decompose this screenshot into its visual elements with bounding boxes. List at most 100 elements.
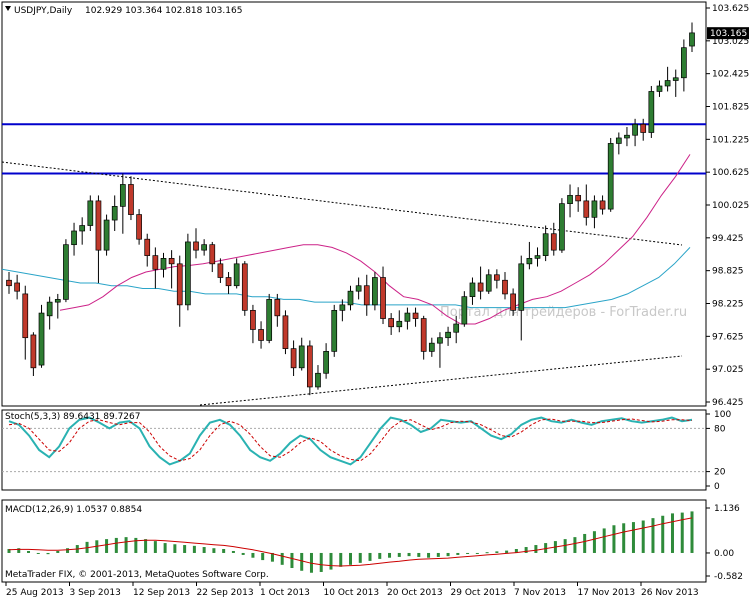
candle[interactable] [119, 184, 126, 207]
candle[interactable] [250, 309, 256, 330]
candle[interactable] [160, 258, 167, 270]
candle[interactable] [624, 134, 630, 139]
candle[interactable] [363, 285, 370, 306]
candle[interactable] [437, 337, 443, 344]
candle[interactable] [63, 244, 69, 300]
candle[interactable] [144, 238, 151, 256]
candle[interactable] [176, 263, 183, 306]
lower-trendline[interactable] [199, 355, 683, 406]
macd-histogram-bar [124, 537, 128, 553]
candle[interactable] [201, 244, 207, 251]
candle[interactable] [583, 200, 590, 218]
candle[interactable] [404, 312, 411, 322]
x-axis-label: 12 Sep 2013 [133, 588, 190, 598]
candle[interactable] [689, 32, 695, 47]
candle[interactable] [315, 372, 321, 388]
candle[interactable] [79, 225, 86, 232]
candle[interactable] [469, 282, 476, 298]
candle[interactable] [599, 200, 606, 210]
candle[interactable] [323, 351, 329, 374]
macd-histogram-bar [329, 552, 333, 570]
candle[interactable] [615, 137, 622, 144]
candle[interactable] [22, 293, 29, 339]
candle[interactable] [672, 77, 679, 81]
macd-histogram-bar [368, 552, 372, 561]
candle[interactable] [233, 263, 240, 287]
candle[interactable] [30, 334, 37, 369]
macd-histogram-bar [319, 552, 323, 572]
candle[interactable] [420, 318, 427, 352]
candle[interactable] [534, 255, 541, 259]
candle[interactable] [331, 309, 338, 352]
candle[interactable] [412, 312, 419, 319]
candle[interactable] [575, 195, 582, 202]
candle[interactable] [567, 195, 573, 204]
candle[interactable] [477, 282, 484, 292]
candle[interactable] [225, 277, 232, 287]
candle[interactable] [54, 299, 61, 303]
candle[interactable] [380, 277, 386, 319]
candle[interactable] [6, 279, 12, 287]
candle[interactable] [46, 301, 53, 317]
candle[interactable] [258, 329, 264, 341]
candle[interactable] [591, 200, 598, 218]
candle[interactable] [274, 299, 281, 317]
candle[interactable] [428, 342, 435, 352]
macd-histogram-bar [358, 552, 362, 563]
candle[interactable] [95, 200, 102, 251]
candle[interactable] [372, 277, 378, 306]
candle[interactable] [396, 320, 403, 328]
candle[interactable] [347, 290, 354, 306]
macd-histogram-bar [290, 552, 294, 569]
candle[interactable] [136, 214, 142, 240]
candle[interactable] [103, 219, 110, 251]
candle[interactable] [185, 241, 191, 306]
candle[interactable] [209, 244, 216, 265]
candle[interactable] [355, 285, 362, 292]
macd-histogram-bar [485, 552, 489, 554]
candle[interactable] [656, 85, 663, 92]
candle[interactable] [388, 318, 395, 328]
candle[interactable] [290, 348, 297, 369]
candle[interactable] [71, 230, 77, 246]
candle[interactable] [241, 263, 248, 311]
macd-histogram-bar [612, 525, 616, 553]
collapse-triangle-icon[interactable] [5, 6, 11, 11]
candle[interactable] [510, 293, 516, 311]
candle[interactable] [14, 282, 20, 292]
candle[interactable] [339, 304, 346, 311]
candle[interactable] [38, 312, 45, 366]
macd-title: MACD(12,26,9) 1.0537 0.8854 [5, 505, 142, 515]
candle[interactable] [152, 255, 159, 270]
candle[interactable] [266, 299, 273, 341]
candle[interactable] [494, 274, 500, 281]
candle[interactable] [542, 233, 549, 256]
candle[interactable] [640, 123, 647, 133]
candle[interactable] [518, 263, 525, 311]
candle[interactable] [445, 331, 451, 339]
candle[interactable] [111, 206, 118, 221]
candle[interactable] [526, 258, 533, 265]
stoch-y-tick-label: 0 [714, 482, 720, 492]
candle[interactable] [681, 47, 687, 79]
candle[interactable] [461, 296, 468, 325]
candle[interactable] [648, 91, 655, 133]
candle[interactable] [632, 123, 638, 136]
candle[interactable] [193, 241, 199, 251]
candle[interactable] [502, 279, 508, 295]
candle[interactable] [453, 323, 460, 333]
candle[interactable] [550, 233, 557, 251]
candle[interactable] [485, 274, 492, 292]
candle[interactable] [168, 258, 175, 265]
candle[interactable] [217, 263, 224, 278]
candle[interactable] [559, 203, 565, 251]
candle[interactable] [87, 200, 94, 226]
candle[interactable] [607, 143, 614, 210]
macd-histogram-bar [17, 548, 21, 553]
candle[interactable] [664, 80, 671, 87]
candle[interactable] [128, 184, 134, 215]
candle[interactable] [282, 315, 289, 349]
candle[interactable] [298, 345, 305, 369]
candle[interactable] [306, 345, 313, 388]
